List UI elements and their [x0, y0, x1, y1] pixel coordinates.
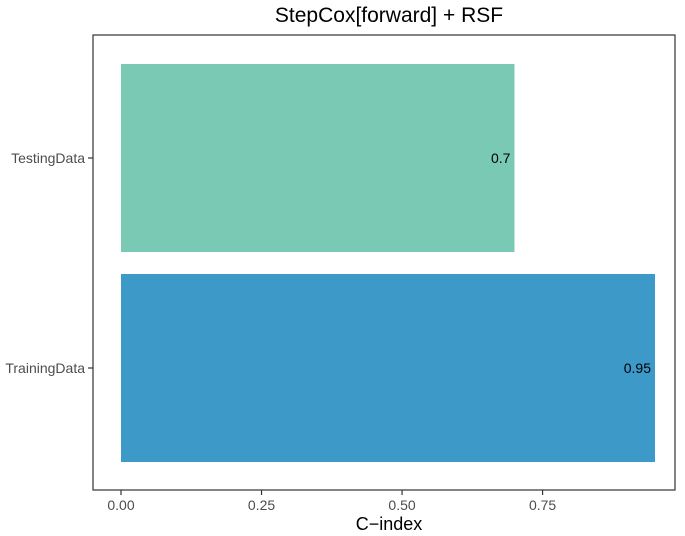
- y-axis: TestingData TrainingData: [5, 150, 93, 376]
- x-tick-label: 0.00: [107, 497, 134, 513]
- bar-testingdata: [121, 64, 515, 252]
- y-tick-label-trainingdata: TrainingData: [5, 360, 85, 376]
- x-tick-label: 0.75: [529, 497, 556, 513]
- x-axis-title: C−index: [356, 514, 423, 534]
- chart-title: StepCox[forward] + RSF: [275, 4, 503, 27]
- x-tick-label: 0.25: [248, 497, 275, 513]
- y-tick-label-testingdata: TestingData: [11, 150, 85, 166]
- bars-group: 0.7 0.95: [121, 64, 655, 462]
- x-tick-label: 0.50: [388, 497, 415, 513]
- bar-trainingdata: [121, 274, 655, 462]
- data-label-trainingdata: 0.95: [624, 360, 651, 376]
- x-axis: 0.00 0.25 0.50 0.75: [107, 490, 556, 513]
- plot-panel-border: [92, 34, 676, 491]
- data-label-testingdata: 0.7: [491, 150, 511, 166]
